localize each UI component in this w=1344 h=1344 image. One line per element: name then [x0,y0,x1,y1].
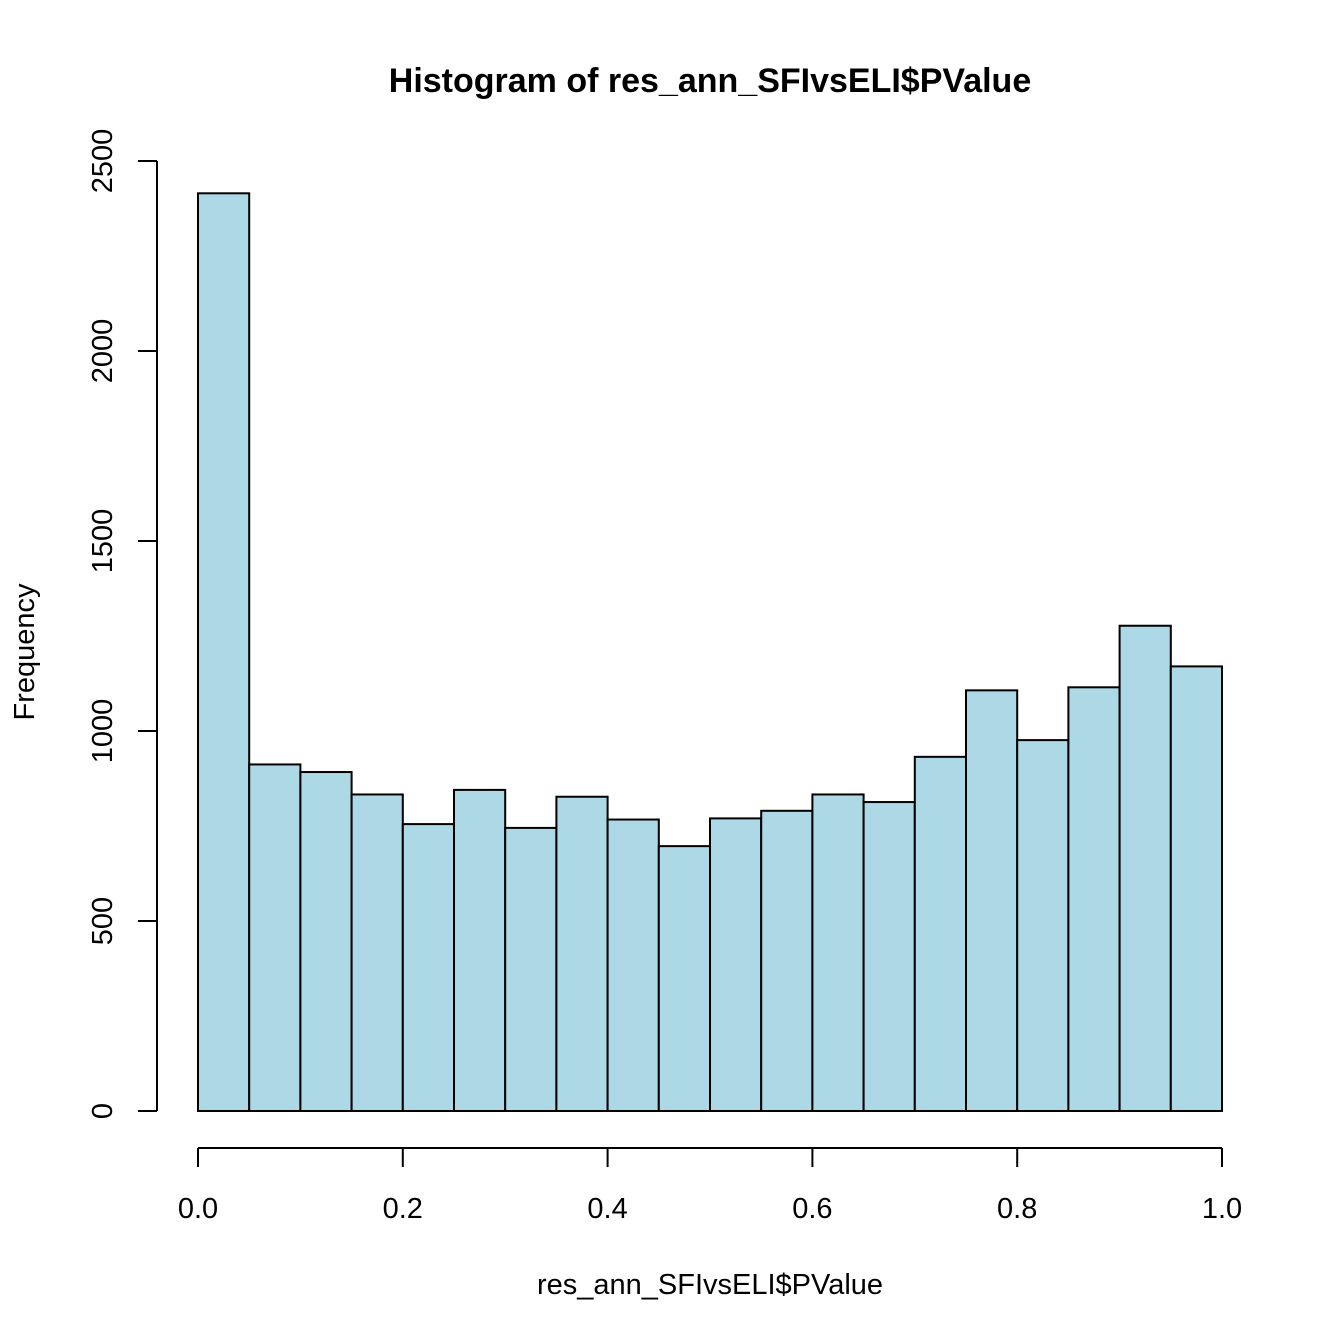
histogram-bar [606,818,660,1112]
y-axis: 0 500 1000 1500 2000 2500 [87,129,158,1119]
histogram-bar [197,192,251,1113]
chart-title: Histogram of res_ann_SFIvsELI$PValue [389,62,1031,100]
histogram-bar [401,823,455,1112]
histogram-bar [248,763,302,1112]
histogram-bar [453,788,507,1113]
histogram-bar [862,801,916,1112]
histogram-bar [1067,686,1121,1112]
y-tick-label: 1500 [87,509,119,574]
histogram-bar [1169,665,1224,1113]
histogram-bar [504,826,558,1113]
x-tick-label: 1.0 [1202,1193,1242,1225]
x-tick-label: 0.0 [178,1193,218,1225]
y-axis-label: Frequency [9,583,41,721]
x-tick-label: 0.6 [792,1193,832,1225]
y-tick-label: 2500 [87,129,119,194]
x-tick-label: 0.2 [383,1193,423,1225]
histogram-bar [913,755,967,1113]
histogram-bar [299,771,353,1112]
y-tick-label: 1000 [87,699,119,764]
x-axis: 0.0 0.2 0.4 0.6 0.8 1.0 [178,1147,1242,1225]
y-tick-label: 500 [87,897,119,945]
histogram-bar [1016,739,1070,1112]
histogram-bar [965,689,1019,1113]
x-tick-label: 0.8 [997,1193,1037,1225]
y-tick-label: 2000 [87,319,119,384]
histogram-bar [350,793,404,1113]
x-axis-label: res_ann_SFIvsELI$PValue [537,1269,883,1301]
bars-group [197,192,1224,1113]
histogram-bar [555,795,609,1112]
histogram-bar [657,845,711,1112]
histogram-bar [1118,624,1172,1112]
x-tick-label: 0.4 [587,1193,627,1225]
histogram-bar [709,817,763,1113]
y-tick-label: 0 [87,1103,119,1119]
histogram-bar [811,793,865,1113]
histogram-bar [760,809,814,1112]
